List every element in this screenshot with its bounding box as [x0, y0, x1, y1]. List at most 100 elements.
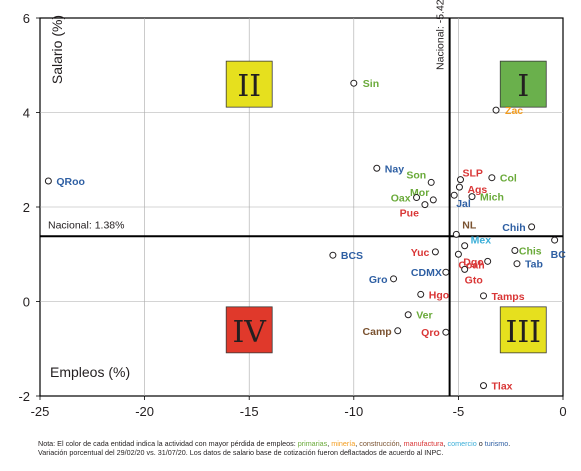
- y-tick-label: 0: [23, 295, 30, 310]
- point-mex: [461, 242, 469, 250]
- y-tick-label: 4: [23, 106, 30, 121]
- point-label-mich: Mich: [480, 192, 504, 204]
- y-tick-label: 2: [23, 200, 30, 215]
- point-col: [488, 174, 496, 182]
- point-cdmx: [442, 268, 450, 276]
- x-tick-label: 0: [559, 404, 566, 419]
- quadrant-label-4: IV: [232, 315, 267, 350]
- point-label-hgo: Hgo: [429, 289, 449, 301]
- point-label-yuc: Yuc: [411, 247, 430, 259]
- point-label-nl: NL: [462, 219, 477, 231]
- point-label-sin: Sin: [363, 78, 379, 90]
- point-label-zac: Zac: [505, 105, 523, 117]
- x-tick-label: -10: [344, 404, 363, 419]
- point-label-chih: Chih: [502, 222, 525, 234]
- point-gto: [461, 265, 469, 273]
- x-tick-label: -25: [31, 404, 50, 419]
- footnote: Nota: El color de cada entidad indica la…: [38, 439, 578, 457]
- legend-turismo: turismo: [484, 439, 509, 448]
- footnote-line-2: Variación porcentual del 29/02/20 vs. 31…: [38, 447, 444, 457]
- point-label-ver: Ver: [416, 310, 432, 322]
- y-tick-label: -2: [18, 389, 30, 404]
- point-bc: [551, 236, 559, 244]
- quadrant-label-1: I: [517, 69, 529, 104]
- point-ags: [455, 183, 463, 191]
- point-label-col: Col: [500, 173, 517, 185]
- footnote-conj: o: [476, 439, 485, 448]
- point-qroo: [44, 177, 52, 185]
- point-zac: [492, 106, 500, 114]
- legend-construccion: construcción: [359, 439, 400, 448]
- point-label-tlax: Tlax: [492, 381, 513, 393]
- quadrant-box-3: [499, 306, 547, 354]
- point-label-qro: Qro: [421, 327, 440, 339]
- point-hgo: [417, 290, 425, 298]
- point-son: [427, 178, 435, 186]
- point-dgo: [484, 257, 492, 265]
- point-tamps: [480, 292, 488, 300]
- point-label-nay: Nay: [385, 163, 404, 175]
- point-slp: [456, 176, 464, 184]
- quadrant-label-2: II: [237, 69, 261, 104]
- point-label-cdmx: CDMX: [411, 267, 442, 279]
- point-mich: [468, 193, 476, 201]
- point-label-bcs: BCS: [341, 250, 363, 262]
- axis-labels: Salario (%) Empleos (%): [49, 15, 130, 380]
- point-tab: [513, 260, 521, 268]
- point-chih: [528, 223, 536, 231]
- point-qro: [442, 328, 450, 336]
- point-mor: [429, 196, 437, 204]
- point-label-qroo: QRoo: [56, 176, 85, 188]
- national-lines: Nacional: -5.42% Nacional: 1.38%: [40, 0, 563, 396]
- point-label-chis: Chis: [519, 245, 542, 257]
- point-label-tamps: Tamps: [492, 291, 525, 303]
- grid-lines: [39, 17, 564, 397]
- x-tick-label: -20: [135, 404, 154, 419]
- point-gro: [390, 275, 398, 283]
- point-nl: [452, 230, 460, 238]
- point-yuc: [431, 248, 439, 256]
- quadrant-box-1: [499, 60, 547, 108]
- point-label-jal: Jal: [456, 198, 471, 210]
- legend-comercio: comercio: [447, 439, 477, 448]
- point-pue: [421, 201, 429, 209]
- quadrant-label-3: III: [505, 315, 541, 350]
- quadrant-box-4: [225, 306, 273, 354]
- point-coah: [454, 250, 462, 258]
- x-tick-label: -5: [453, 404, 465, 419]
- x-tick-label: -15: [240, 404, 259, 419]
- point-nay: [373, 164, 381, 172]
- point-label-gro: Gro: [369, 274, 388, 286]
- y-axis-label: Salario (%): [49, 15, 65, 84]
- point-label-dgo: Dgo: [463, 256, 483, 268]
- x-axis-label: Empleos (%): [50, 364, 130, 380]
- legend-primarias: primarias: [297, 439, 328, 448]
- point-bcs: [329, 251, 337, 259]
- point-label-son: Son: [406, 169, 426, 181]
- footnote-line-1: Nota: El color de cada entidad indica la…: [38, 439, 511, 448]
- point-oax: [413, 194, 421, 202]
- point-tlax: [480, 382, 488, 390]
- point-label-pue: Pue: [400, 208, 419, 220]
- legend-manufactura: manufactura: [403, 439, 444, 448]
- footnote-prefix: Nota: El color de cada entidad indica la…: [38, 439, 298, 448]
- point-jal: [450, 191, 458, 199]
- quadrant-box-2: [225, 60, 273, 108]
- point-label-camp: Camp: [363, 326, 392, 338]
- point-chis: [511, 246, 519, 254]
- y-tick-label: 6: [23, 11, 30, 26]
- legend-mineria: minería: [331, 439, 356, 448]
- point-ver: [404, 311, 412, 319]
- point-sin: [350, 79, 358, 87]
- point-camp: [394, 327, 402, 335]
- national-employment-label: Nacional: -5.42%: [435, 0, 447, 70]
- point-label-tab: Tab: [525, 259, 543, 271]
- point-label-gto: Gto: [465, 274, 483, 286]
- point-label-slp: SLP: [462, 168, 482, 180]
- point-label-mex: Mex: [471, 235, 492, 247]
- point-label-bc: BC: [551, 249, 567, 261]
- point-label-oax: Oax: [391, 193, 411, 205]
